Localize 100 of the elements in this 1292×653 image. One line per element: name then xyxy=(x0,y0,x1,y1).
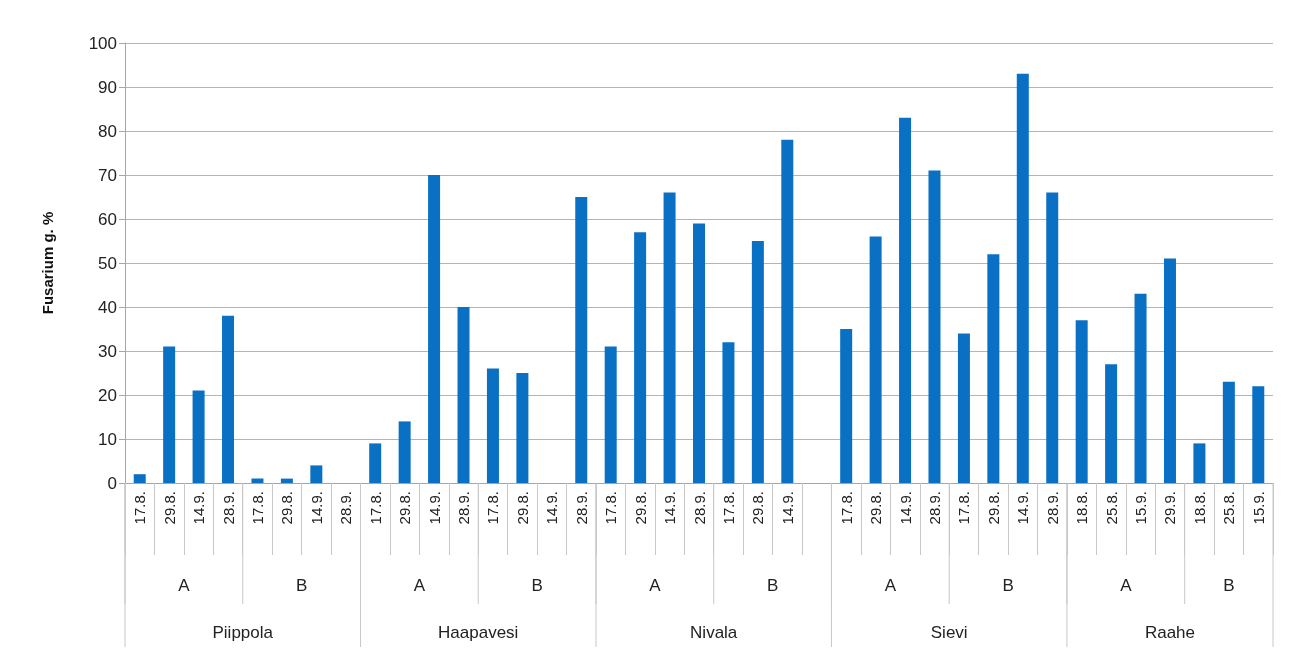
bar xyxy=(781,139,794,483)
y-tick-label: 60 xyxy=(98,209,117,229)
x-tick-label: 17.8. xyxy=(131,491,149,525)
bar xyxy=(310,465,323,483)
y-tick-label: 80 xyxy=(98,121,117,141)
x-tick-label: 29.8. xyxy=(631,491,649,525)
y-tick-label: 40 xyxy=(98,297,117,317)
bar xyxy=(516,373,529,483)
x-tick-label: 15.9. xyxy=(1132,491,1150,525)
y-tick-label: 0 xyxy=(107,473,117,493)
x-tick-label: 17.8. xyxy=(248,491,266,525)
text: A xyxy=(884,575,897,595)
x-tick-label: 28.9. xyxy=(572,491,590,525)
bar xyxy=(957,333,970,483)
x-tick-label: 29.9. xyxy=(1161,491,1179,525)
x-tick-label: 29.8. xyxy=(749,491,767,525)
x-tick-label: 29.8. xyxy=(984,491,1002,525)
text: B xyxy=(295,575,308,595)
bar xyxy=(693,223,705,483)
x-tick-label: 17.8. xyxy=(719,491,737,525)
x-tick-label: 14.9. xyxy=(896,491,914,525)
x-tick-label: 18.8. xyxy=(1190,491,1208,525)
bar xyxy=(575,197,588,483)
bar xyxy=(133,474,146,483)
x-tick-label: 29.8. xyxy=(396,491,414,525)
text: Raahe xyxy=(1144,622,1196,642)
bar xyxy=(457,307,470,483)
bar xyxy=(1193,443,1206,483)
x-tick-label: 14.9. xyxy=(425,491,443,525)
x-tick-label: 15.9. xyxy=(1249,491,1267,525)
bar xyxy=(722,342,735,483)
text: A xyxy=(413,575,426,595)
bar xyxy=(192,390,205,483)
bar xyxy=(1163,258,1176,483)
bar xyxy=(928,170,941,483)
x-tick-label: 29.8. xyxy=(513,491,531,525)
bar xyxy=(1046,192,1059,483)
text: B xyxy=(766,575,779,595)
bar xyxy=(899,117,912,483)
x-tick-label: 14.9. xyxy=(190,491,208,525)
x-tick-label: 28.9. xyxy=(925,491,943,525)
bar xyxy=(663,192,676,483)
x-tick-label: 17.8. xyxy=(484,491,502,525)
y-tick-label: 50 xyxy=(98,253,117,273)
x-tick-label: 29.8. xyxy=(867,491,885,525)
text: Sievi xyxy=(930,622,968,642)
x-tick-label: 25.8. xyxy=(1220,491,1238,525)
text: Piippola xyxy=(212,622,274,642)
x-tick-label: 14.9. xyxy=(778,491,796,525)
bar xyxy=(163,346,176,483)
text: A xyxy=(178,575,191,595)
bar xyxy=(1105,364,1118,483)
text: B xyxy=(531,575,543,595)
x-tick-label: 18.8. xyxy=(1073,491,1091,525)
bar xyxy=(840,329,853,483)
text: A xyxy=(1120,575,1133,595)
text: A xyxy=(649,575,662,595)
x-tick-label: 28.9. xyxy=(455,491,473,525)
bar xyxy=(869,236,882,483)
bar xyxy=(604,346,617,483)
bar xyxy=(251,478,264,483)
text: B xyxy=(1223,575,1235,595)
x-tick-label: 29.8. xyxy=(160,491,178,525)
bar xyxy=(280,478,293,483)
bar xyxy=(1134,293,1147,483)
text: Haapavesi xyxy=(438,622,519,642)
x-tick-label: 28.9. xyxy=(337,491,355,525)
y-tick-label: 70 xyxy=(98,165,117,185)
text: Nivala xyxy=(690,622,738,642)
bar xyxy=(1016,73,1029,483)
bar xyxy=(1222,381,1235,483)
bar xyxy=(1075,320,1088,483)
x-tick-label: 28.9. xyxy=(219,491,237,525)
y-axis-title: Fusarium g. % xyxy=(39,211,56,315)
x-tick-label: 17.8. xyxy=(955,491,973,525)
y-tick-label: 90 xyxy=(98,77,117,97)
x-tick-label: 29.8. xyxy=(278,491,296,525)
y-tick-label: 30 xyxy=(98,341,117,361)
x-tick-label: 14.9. xyxy=(307,491,325,525)
x-tick-label: 14.9. xyxy=(1014,491,1032,525)
bar xyxy=(398,421,411,483)
x-tick-label: 17.8. xyxy=(602,491,620,525)
bar xyxy=(1252,386,1265,483)
bar xyxy=(428,175,441,483)
bar xyxy=(222,315,235,483)
x-tick-label: 14.9. xyxy=(543,491,561,525)
bar xyxy=(634,232,647,483)
x-tick-label: 28.9. xyxy=(690,491,708,525)
y-tick-label: 20 xyxy=(98,385,117,405)
x-tick-label: 28.9. xyxy=(1043,491,1061,525)
y-tick-label: 10 xyxy=(98,429,117,449)
x-tick-label: 14.9. xyxy=(661,491,679,525)
bar xyxy=(987,254,1000,483)
bar xyxy=(751,241,764,483)
bar xyxy=(486,368,499,483)
y-tick-label: 100 xyxy=(88,33,117,53)
text: B xyxy=(1002,575,1014,595)
bar xyxy=(369,443,382,483)
x-tick-label: 17.8. xyxy=(366,491,384,525)
x-tick-label: 17.8. xyxy=(837,491,855,525)
